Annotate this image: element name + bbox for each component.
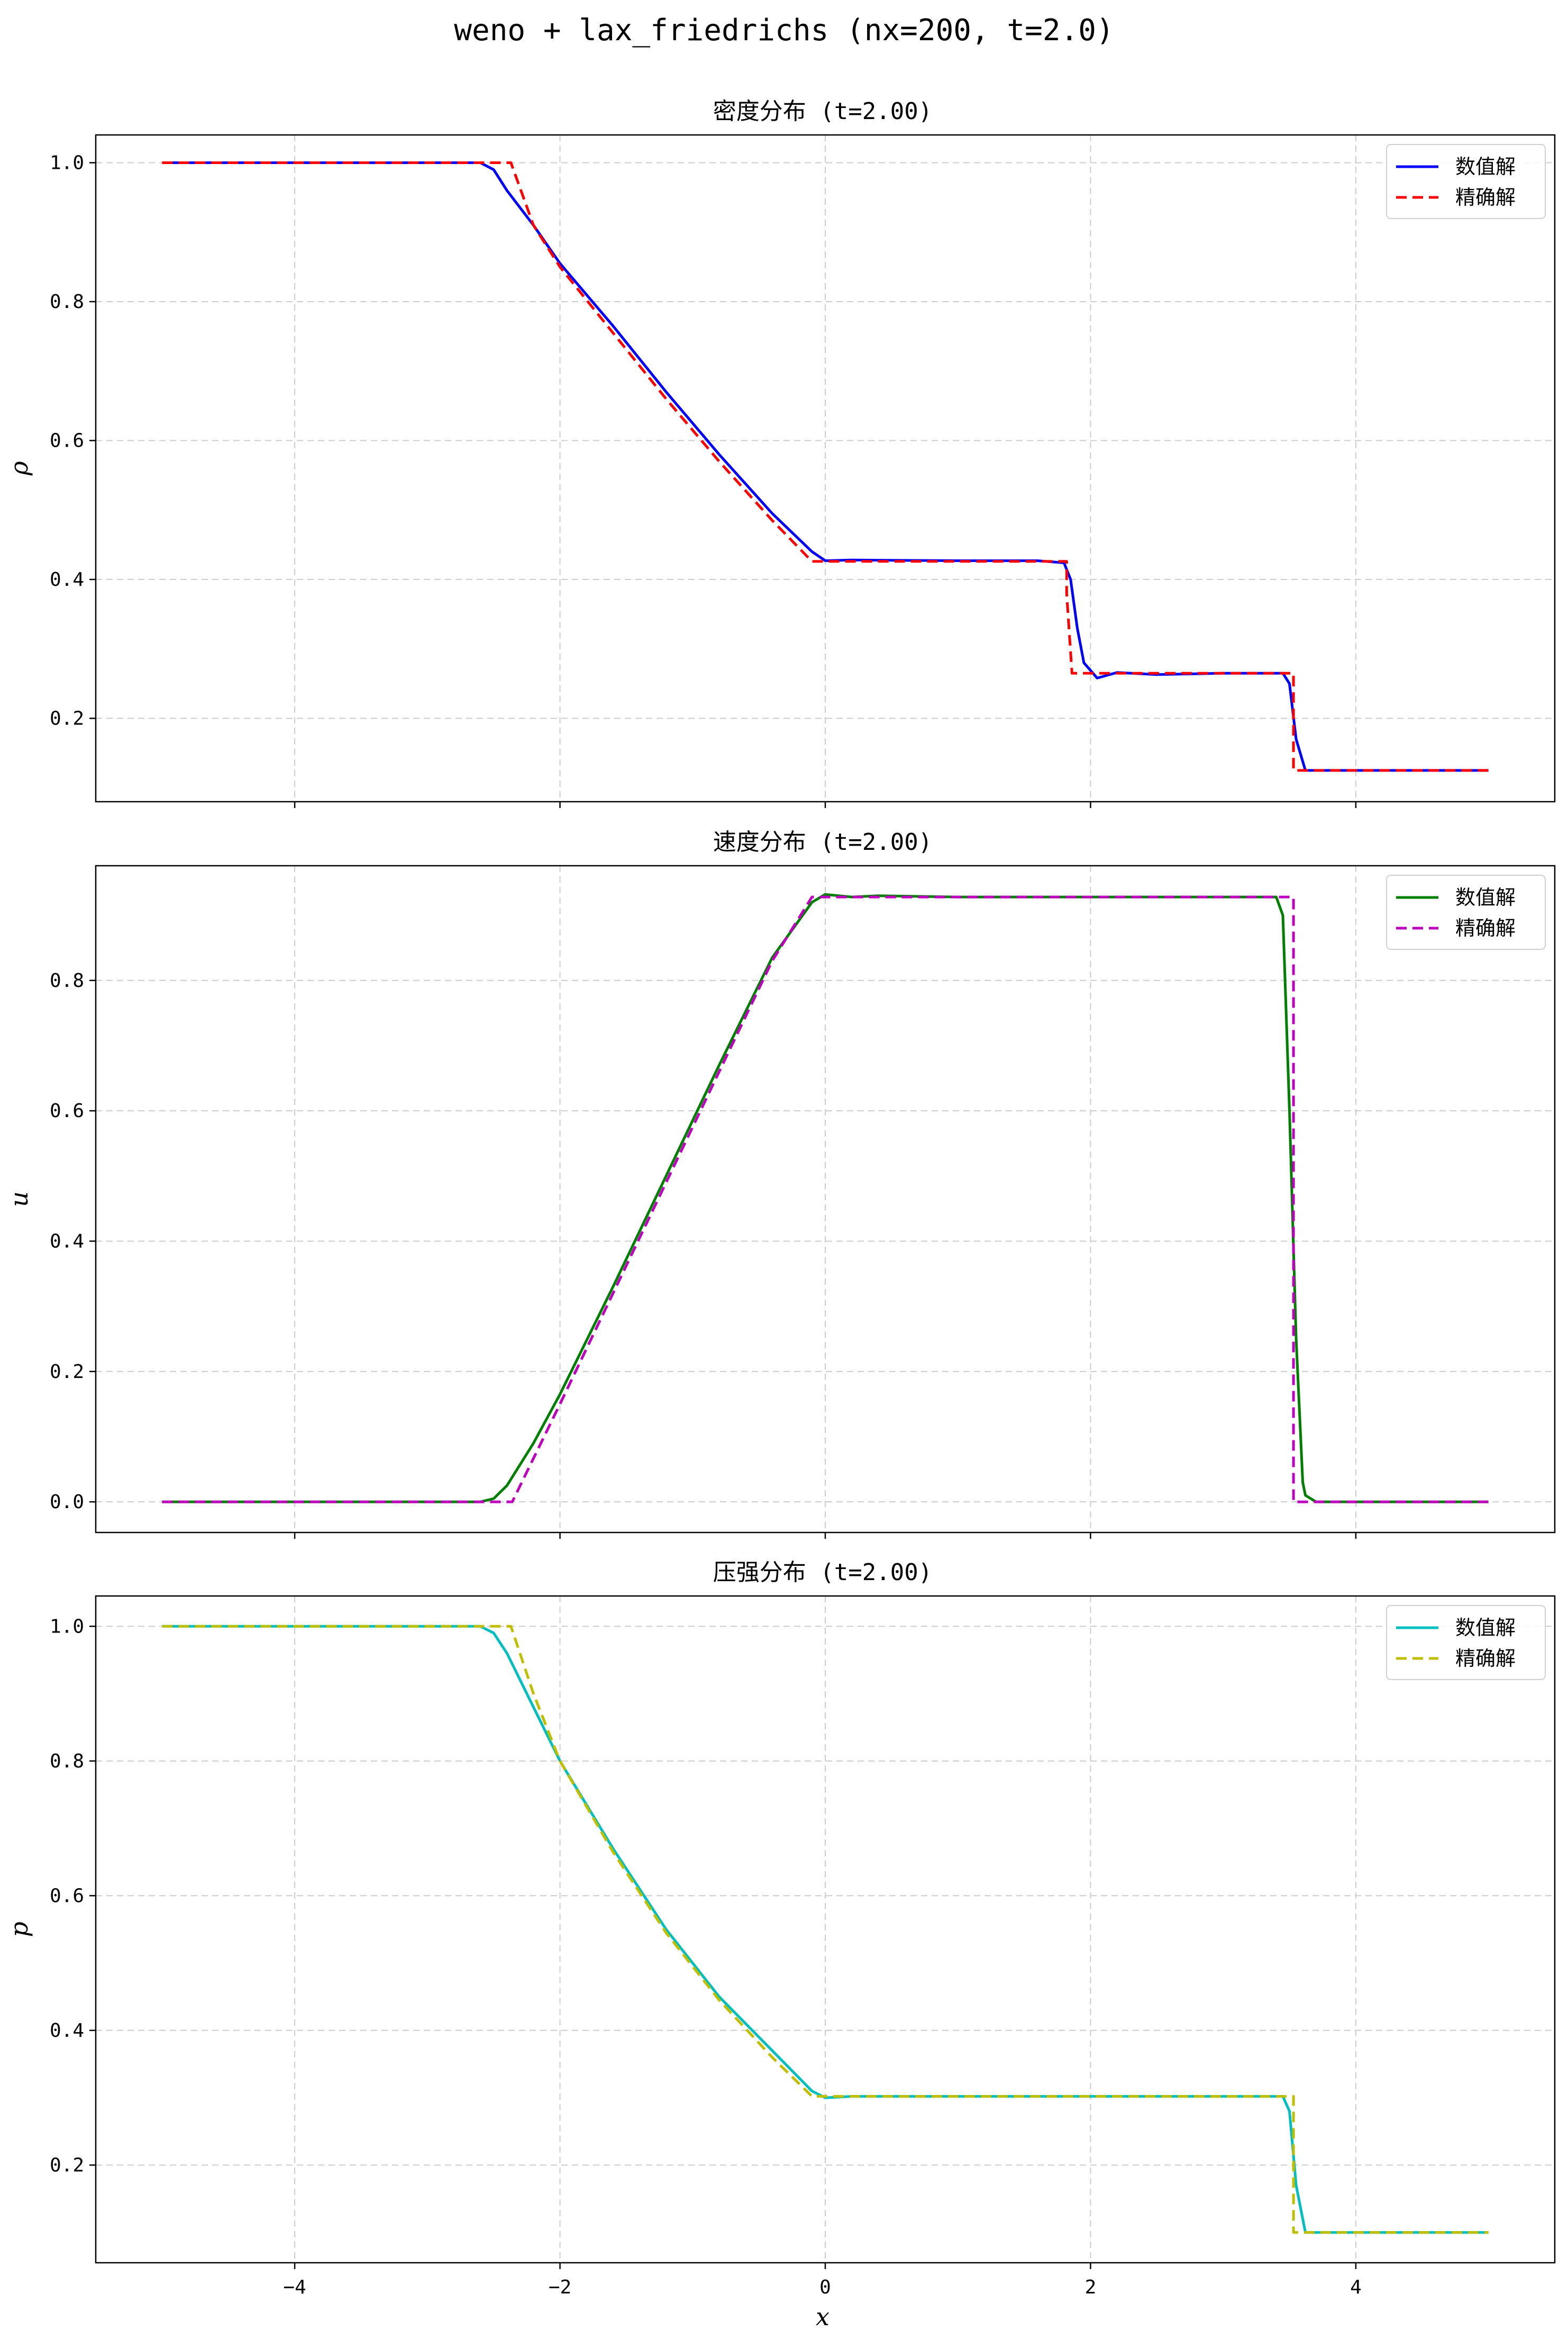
pressure-y-tick-label: 0.6 (50, 1885, 84, 1907)
pressure-legend-label-exact: 精确解 (1455, 1647, 1516, 1670)
density-axes-frame (95, 134, 1556, 803)
velocity-series-exact-line (162, 895, 1489, 1503)
pressure-series-numerical-line (162, 1625, 1489, 2234)
velocity-y-tick-label: 0.4 (50, 1230, 84, 1252)
pressure-x-tick-label: 0 (819, 2276, 831, 2298)
pressure-grid (96, 1596, 1555, 2263)
pressure-y-tick-label: 0.2 (50, 2154, 84, 2176)
density-series-exact-line (162, 161, 1489, 772)
density-legend-label-numerical: 数值解 (1455, 155, 1516, 178)
figure-suptitle: weno + lax_friedrichs (nx=200, t=2.0) (454, 13, 1114, 48)
pressure-y-tick-label: 0.8 (50, 1751, 84, 1772)
density-y-tick-label: 0.6 (50, 430, 84, 452)
density-grid (96, 135, 1555, 802)
velocity-y-tick-label: 0.6 (50, 1100, 84, 1122)
density-panel-title: 密度分布 (t=2.00) (713, 98, 932, 125)
density-ylabel: ρ (5, 461, 33, 476)
velocity-y-tick-label: 0.0 (50, 1491, 84, 1513)
velocity-series-numerical-line (162, 893, 1489, 1503)
density-y-tick-label: 1.0 (50, 152, 84, 174)
pressure-y-tick-label: 1.0 (50, 1616, 84, 1637)
velocity-axes-frame (95, 865, 1556, 1534)
pressure-legend-box (1386, 1605, 1546, 1680)
velocity-y-tick-label: 0.8 (50, 970, 84, 992)
pressure-x-tick-label: −2 (549, 2276, 571, 2298)
velocity-legend-box (1386, 875, 1546, 950)
pressure-panel-title: 压强分布 (t=2.00) (713, 1559, 932, 1586)
pressure-series-exact-line (162, 1625, 1489, 2234)
velocity-y-tick-label: 0.2 (50, 1361, 84, 1383)
pressure-axes-frame (95, 1595, 1556, 2264)
pressure-legend-label-numerical: 数值解 (1455, 1616, 1516, 1639)
density-y-tick-label: 0.4 (50, 569, 84, 591)
pressure-x-tick-label: 2 (1085, 2276, 1097, 2298)
pressure-panel: 压强分布 (t=2.00) p x −4 −2 0 2 4 0.2 0.4 0.6 0.8 1.0… (5, 1559, 1556, 2331)
density-y-tick-label: 0.2 (50, 708, 84, 730)
pressure-y-tick-label: 0.4 (50, 2020, 84, 2042)
velocity-ylabel: u (5, 1191, 33, 1207)
density-y-tick-label: 0.8 (50, 291, 84, 313)
density-legend-box (1386, 144, 1546, 219)
pressure-ylabel: p (5, 1921, 33, 1937)
velocity-panel-title: 速度分布 (t=2.00) (713, 829, 932, 856)
velocity-legend-label-exact: 精确解 (1455, 917, 1516, 940)
pressure-x-tick-label: 4 (1350, 2276, 1362, 2298)
velocity-grid (96, 866, 1555, 1532)
x-axis-label: x (816, 2302, 829, 2331)
density-legend-label-exact: 精确解 (1455, 186, 1516, 209)
pressure-x-tick-label: −4 (283, 2276, 306, 2298)
velocity-legend-label-numerical: 数值解 (1455, 886, 1516, 909)
